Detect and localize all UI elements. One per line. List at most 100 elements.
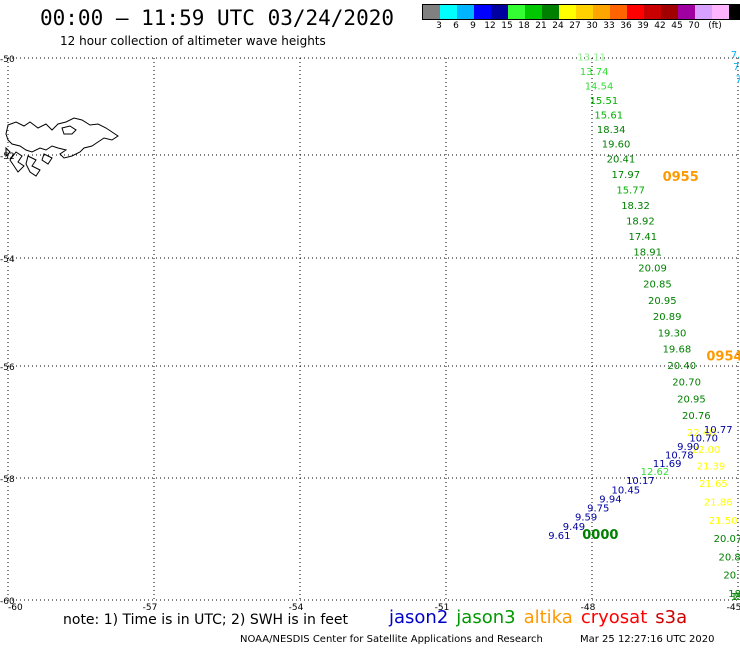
- legend-label: 27: [569, 21, 581, 31]
- legend-label: 15: [501, 21, 513, 31]
- wave-height-reading: 18.92: [626, 217, 655, 228]
- satellite-legend: jason2 jason3 altika cryosat s3a: [389, 607, 695, 628]
- generated-timestamp: Mar 25 12:27:16 UTC 2020: [580, 634, 715, 645]
- legend-label: 6: [453, 21, 459, 31]
- legend-label: 3: [436, 21, 442, 31]
- legend-label: 33: [603, 21, 615, 31]
- legend-swatch: [610, 5, 627, 19]
- legend-label: 42: [654, 21, 666, 31]
- map-subtitle: 12 hour collection of altimeter wave hei…: [60, 34, 326, 48]
- legend-swatch: [508, 5, 525, 19]
- falkland-islands-coastline: [5, 117, 119, 177]
- satellite-cryosat: cryosat: [580, 607, 648, 628]
- wave-height-reading: 22.00: [692, 445, 721, 456]
- wave-height-reading: 12.62: [641, 467, 670, 478]
- wave-height-reading: 7: [736, 74, 740, 85]
- wave-height-reading: 20.40: [667, 361, 696, 372]
- legend-labels: 3 6 9 12 15 18 21 24 27 30 33 36 39 42 45 70 (ft): [422, 20, 732, 34]
- pass-time-label: 0955: [663, 170, 699, 185]
- satellite-s3a: s3a: [655, 607, 688, 628]
- wave-height-reading: 20.95: [677, 394, 706, 405]
- wave-height-reading: 21.86: [704, 497, 733, 508]
- wave-height-reading: 10.45: [611, 485, 640, 496]
- wave-height-reading: 20.89: [719, 552, 740, 563]
- wave-height-reading: 20.95: [648, 296, 677, 307]
- wave-height-reading: 22.48: [687, 428, 716, 439]
- wave-height-reading: 10.17: [626, 476, 655, 487]
- color-legend: 3 6 9 12 15 18 21 24 27 30 33 36 39 42 45 70 (ft): [422, 4, 740, 34]
- lat-lon-grid: -50 -52 -54 -56 -58 -60-60 -57 -54 -51 -48 -45: [0, 55, 740, 613]
- lat-tick-label: -52: [0, 152, 15, 162]
- wave-height-reading: 19.68: [663, 345, 692, 356]
- lon-tick-label: -51: [435, 603, 450, 613]
- lat-tick-label: -58: [0, 475, 15, 485]
- lat-tick-label: -50: [0, 55, 15, 65]
- wave-height-reading: 20.09: [638, 264, 667, 275]
- wave-height-reading: 15.51: [590, 96, 619, 107]
- units-note: note: 1) Time is in UTC; 2) SWH is in fe…: [63, 612, 349, 628]
- wave-height-reading: 9.75: [587, 504, 609, 515]
- wave-height-reading: 20: [733, 592, 740, 603]
- wave-height-reading: 9.49: [563, 522, 585, 533]
- wave-height-reading: 7.5: [733, 62, 740, 73]
- wave-height-reading: 10.70: [689, 434, 718, 445]
- wave-height-reading: 9.61: [548, 531, 570, 542]
- wave-height-reading: 19.30: [658, 328, 687, 339]
- wave-height-reading: 21.39: [697, 462, 726, 473]
- wave-height-reading: 15.61: [594, 111, 623, 122]
- lon-tick-label: -48: [581, 603, 596, 613]
- legend-swatch: [576, 5, 593, 19]
- legend-label: 36: [620, 21, 632, 31]
- credit-line: NOAA/NESDIS Center for Satellite Applica…: [240, 634, 543, 645]
- wave-height-reading: 19.60: [602, 140, 631, 151]
- coastline-west-islet: [9, 151, 25, 173]
- legend-label: 45: [671, 21, 683, 31]
- legend-swatch: [542, 5, 559, 19]
- lat-tick-label: -56: [0, 363, 15, 373]
- coastline-inlet: [61, 125, 77, 135]
- wave-height-reading: 7.7: [731, 50, 740, 61]
- coastline-south-islet: [25, 155, 41, 177]
- wave-height-reading: 10.78: [665, 450, 694, 461]
- wave-height-reading: 9.59: [575, 513, 597, 524]
- legend-swatch: [491, 5, 508, 19]
- wave-height-reading: 15.77: [616, 186, 645, 197]
- wave-height-reading: 20.89: [653, 312, 682, 323]
- wave-height-reading: 18.32: [621, 201, 650, 212]
- lon-tick-label: -57: [143, 603, 158, 613]
- wave-height-reading: 18.34: [597, 125, 626, 136]
- legend-swatch: [423, 5, 440, 19]
- lat-tick-label: -60: [0, 597, 15, 607]
- legend-label: 18: [518, 21, 530, 31]
- legend-label: 30: [586, 21, 598, 31]
- wave-height-reading: 9.90: [677, 442, 699, 453]
- legend-swatch: [729, 5, 740, 19]
- lon-tick-label: -54: [289, 603, 304, 613]
- legend-label: (ft): [708, 21, 722, 31]
- wave-height-reading: 17.41: [629, 232, 658, 243]
- lon-tick-label: -60: [8, 603, 23, 613]
- wave-height-reading: 19.: [731, 592, 740, 603]
- satellite-jason3: jason3: [456, 607, 516, 628]
- legend-label: 21: [535, 21, 547, 31]
- wave-height-reading: 9.94: [599, 494, 621, 505]
- wave-height-reading: 20.85: [643, 280, 672, 291]
- legend-swatch: [661, 5, 678, 19]
- coastline-islet: [41, 153, 53, 165]
- altimeter-tracks: 13.11 13.74 14.54 15.51 15.61 18.34 19.60 20.41…: [548, 50, 740, 603]
- wave-height-reading: 20.96: [723, 571, 740, 582]
- coastline-point: [5, 146, 11, 158]
- wave-height-reading: 13.11: [577, 52, 606, 63]
- legend-swatch: [559, 5, 576, 19]
- legend-swatches: [422, 4, 740, 20]
- satellite-altika: altika: [523, 607, 573, 628]
- lon-tick-label: -45: [727, 603, 740, 613]
- legend-label: 12: [484, 21, 496, 31]
- wave-height-reading: 21.65: [699, 479, 728, 490]
- wave-height-reading: 20.41: [607, 155, 636, 166]
- wave-height-reading: 21.50: [709, 516, 738, 527]
- wave-height-reading: 10.77: [704, 425, 733, 436]
- legend-swatch: [525, 5, 542, 19]
- wave-height-reading: 13.74: [580, 67, 609, 78]
